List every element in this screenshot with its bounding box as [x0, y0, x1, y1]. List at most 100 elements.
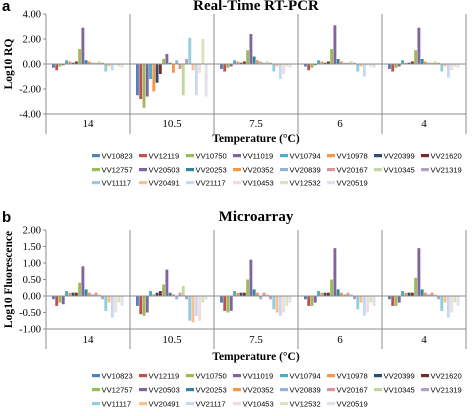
- bar-VV12757-14: [78, 282, 82, 296]
- legend-label: VV20519: [337, 179, 368, 188]
- chart-panel-b: b Microarray 2.00 1.50 1.00 0.50 0.00 -0.50 -1.0…: [2, 209, 467, 409]
- bar-VV10794-6: [317, 60, 320, 64]
- bar-VV10823-4: [388, 64, 391, 69]
- bar-VV12757-6: [330, 279, 334, 296]
- x-tick-label: 4: [421, 118, 427, 130]
- bar-VV21319-7.5: [269, 296, 272, 300]
- legend-label: VV12757: [102, 386, 133, 395]
- bar-VV21117-6: [362, 296, 366, 316]
- bar-VV10453-10.5: [198, 296, 202, 321]
- bar-VV20352-7.5: [256, 60, 259, 64]
- bar-VV12119-14: [55, 64, 59, 71]
- legend-label: VV20253: [196, 386, 227, 395]
- bar-VV20253-14: [84, 289, 88, 296]
- legend-label: VV20839: [290, 386, 321, 395]
- bar-VV11117-7.5: [272, 64, 276, 72]
- bar-VV21620-7.5: [242, 61, 246, 64]
- panel-letter: b: [2, 209, 11, 226]
- bar-VV11117-4: [440, 64, 444, 72]
- bar-VV21620-10.5: [158, 64, 162, 74]
- bar-VV20839-10.5: [175, 60, 179, 64]
- y-tick-label: 2.00: [23, 226, 41, 237]
- bar-VV20399-6: [323, 292, 327, 296]
- bar-VV20503-6: [333, 25, 337, 64]
- bar-VV20503-4: [417, 27, 421, 64]
- x-axis-title: Temperature (°C): [212, 351, 299, 363]
- bar-VV10794-4: [401, 291, 404, 296]
- bar-VV20491-7.5: [275, 296, 279, 313]
- y-tick-label: -0.50: [19, 308, 41, 319]
- bar-VV21620-10.5: [158, 291, 162, 296]
- bar-VV10453-4: [450, 64, 454, 71]
- bar-VV11019-14: [61, 64, 65, 66]
- bar-VV11019-6: [313, 64, 317, 66]
- legend-label: VV11117: [102, 179, 132, 188]
- legend-label: VV12757: [102, 166, 133, 175]
- bar-VV10345-6: [349, 294, 353, 296]
- y-tick-label: -2.00: [19, 85, 41, 96]
- legend-swatch: [327, 388, 335, 392]
- bar-VV20491-6: [359, 296, 363, 303]
- bar-VV10453-7.5: [282, 296, 286, 313]
- legend-label: VV12532: [290, 179, 321, 188]
- bar-VV20352-6: [340, 61, 343, 64]
- bar-VV10750-10.5: [142, 64, 146, 108]
- legend-swatch: [280, 402, 288, 406]
- bar-VV12532-14: [117, 64, 121, 67]
- bar-VV20167-7.5: [262, 62, 266, 64]
- bar-VV20503-4: [417, 248, 421, 296]
- bar-VV12119-6: [307, 64, 311, 71]
- legend-label: VV10978: [337, 372, 368, 381]
- bar-VV12119-10.5: [139, 296, 143, 315]
- bar-VV12119-4: [391, 296, 395, 306]
- bar-VV21620-14: [74, 61, 78, 64]
- bar-VV11019-10.5: [145, 296, 149, 313]
- bar-VV11117-10.5: [188, 296, 192, 321]
- y-axis-title: Log10 Fluorescence: [3, 231, 15, 328]
- legend-swatch: [421, 154, 429, 158]
- bar-VV10823-14: [52, 296, 55, 300]
- bar-VV10978-4: [404, 62, 408, 64]
- bar-VV12532-4: [453, 296, 457, 303]
- bar-VV21117-10.5: [194, 296, 198, 316]
- bar-VV20167-14: [94, 292, 98, 296]
- legend-swatch: [186, 388, 194, 392]
- bar-VV10978-6: [320, 292, 324, 296]
- bar-VV10794-7.5: [233, 291, 236, 296]
- legend-swatch: [186, 374, 194, 378]
- bar-VV10750-14: [58, 64, 62, 67]
- bar-VV12532-6: [369, 296, 373, 303]
- bar-VV21319-14: [101, 296, 104, 300]
- bar-VV11019-7.5: [229, 296, 233, 311]
- bar-VV12119-4: [391, 64, 395, 72]
- bar-VV10794-10.5: [149, 291, 152, 296]
- legend-label: VV10453: [243, 400, 274, 409]
- legend-swatch: [327, 168, 335, 172]
- legend-label: VV10978: [337, 152, 368, 161]
- bar-VV20399-6: [323, 62, 327, 64]
- legend-swatch: [186, 168, 194, 172]
- bar-VV10823-4: [388, 296, 391, 300]
- bar-VV20839-7.5: [259, 296, 263, 300]
- bar-VV21319-10.5: [185, 59, 188, 64]
- legend-label: VV11019: [243, 372, 274, 381]
- bar-VV20839-6: [343, 294, 347, 296]
- bar-VV20503-10.5: [165, 54, 169, 64]
- bar-VV12532-7.5: [285, 296, 289, 306]
- bar-VV21319-6: [353, 296, 356, 300]
- bar-VV21620-6: [326, 292, 330, 296]
- y-tick-label: 1.00: [23, 259, 41, 270]
- legend-swatch: [327, 154, 335, 158]
- legend-label: VV11117: [102, 400, 132, 409]
- bar-VV20519-6: [372, 64, 376, 68]
- bar-VV10345-10.5: [181, 64, 185, 96]
- bar-VV10823-7.5: [220, 64, 223, 69]
- bar-VV20167-10.5: [178, 64, 182, 69]
- bar-VV20253-6: [336, 289, 340, 296]
- bar-VV20352-7.5: [256, 292, 259, 296]
- bar-VV20253-10.5: [168, 292, 172, 296]
- legend-swatch: [280, 154, 288, 158]
- bar-VV20352-4: [424, 61, 427, 64]
- legend-swatch: [374, 168, 382, 172]
